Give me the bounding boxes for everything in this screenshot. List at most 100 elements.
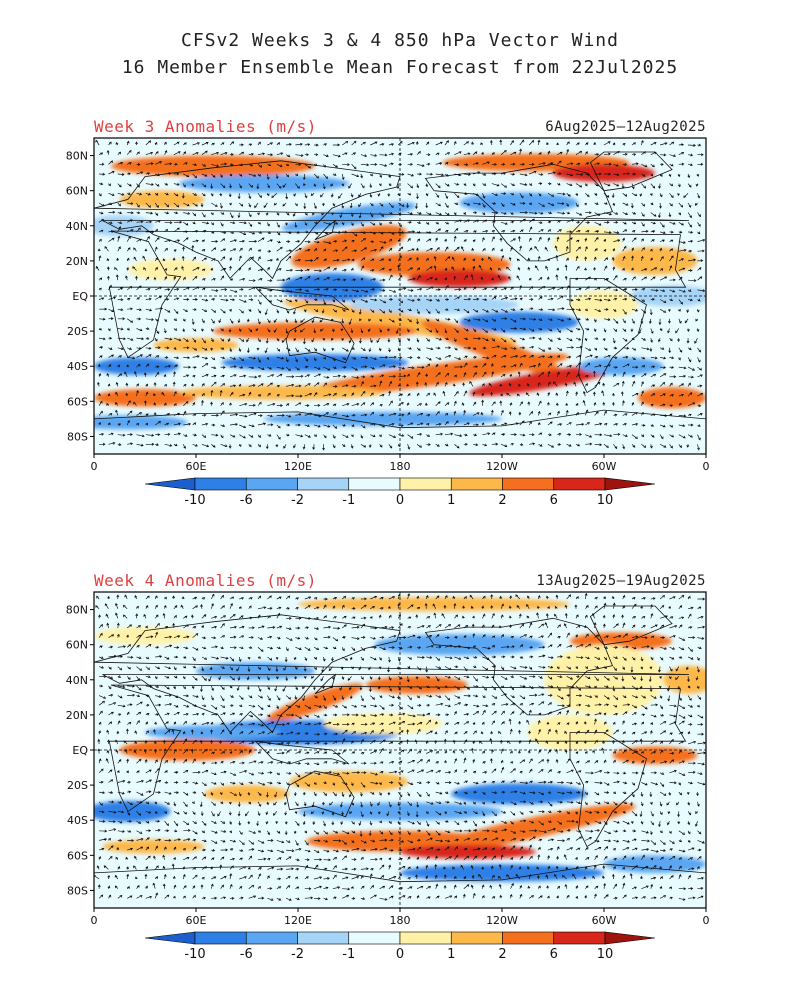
anomaly-region (629, 285, 706, 307)
anomaly-region (179, 385, 383, 400)
lat-tick-label: 40S (67, 360, 88, 373)
anomaly-region (459, 311, 579, 333)
colorbar-label: 2 (498, 947, 506, 962)
wind-vectors (95, 139, 706, 451)
panel-2-label: Week 4 Anomalies (m/s) (94, 571, 317, 590)
lat-tick-label: 20S (67, 325, 88, 338)
lon-tick-label: 60E (186, 460, 207, 473)
lat-tick-label: 60N (66, 185, 88, 198)
anomaly-region (578, 357, 664, 375)
lat-tick-label: EQ (72, 744, 88, 757)
anomaly-region (266, 683, 364, 722)
lon-tick-label: 0 (91, 914, 98, 927)
anomaly-region (374, 634, 545, 656)
anomaly-region (289, 771, 409, 793)
anomaly-region (469, 364, 620, 397)
colorbar: -10 -6 -2 -1 0 1 2 6 10 (144, 477, 656, 508)
lon-tick-label: 120E (284, 460, 312, 473)
anomaly-region (570, 290, 638, 319)
colorbar-label: -1 (342, 947, 355, 962)
lat-tick-label: 40N (66, 674, 88, 687)
anomaly-region (544, 644, 664, 715)
lon-tick-label: 0 (91, 460, 98, 473)
title-line-1: CFSv2 Weeks 3 & 4 850 hPa Vector Wind (181, 30, 619, 51)
anomaly-region (204, 785, 290, 803)
anomaly-field (94, 592, 706, 908)
lat-tick-label: 60N (66, 639, 88, 652)
anomaly-region (612, 746, 698, 765)
anomaly-region (459, 192, 579, 214)
lon-tick-label: 180 (390, 460, 411, 473)
anomaly-region (94, 627, 196, 645)
lat-tick-label: 20N (66, 255, 88, 268)
anomaly-region (291, 225, 407, 269)
lat-tick-label: 60S (67, 395, 88, 408)
anomaly-region (638, 387, 706, 409)
lon-tick-label: 60W (592, 914, 617, 927)
lon-tick-label: 120W (486, 460, 518, 473)
colorbar: -10 -6 -2 -1 0 1 2 6 10 (144, 931, 656, 962)
colorbar-label: -2 (291, 493, 304, 508)
anomaly-region (221, 353, 409, 372)
anomaly-region (451, 783, 587, 805)
anomaly-region (553, 164, 655, 182)
anomaly-region (94, 389, 196, 407)
panel-1-label: Week 3 Anomalies (m/s) (94, 117, 317, 136)
lon-tick-label: 120W (486, 914, 518, 927)
anomaly-region (128, 259, 213, 281)
colorbar-label: -10 (184, 947, 205, 962)
colorbar-label: -10 (184, 493, 205, 508)
colorbar-label: 6 (550, 493, 558, 508)
lat-tick-label: 20N (66, 709, 88, 722)
lat-tick-label: 20S (67, 779, 88, 792)
colorbar-label: 1 (447, 493, 455, 508)
anomaly-region (408, 269, 511, 288)
anomaly-region (179, 174, 349, 193)
lat-tick-label: 80S (67, 884, 88, 897)
colorbar-label: 6 (550, 947, 558, 962)
anomaly-region (196, 662, 315, 680)
anomaly-region (111, 155, 315, 177)
anomaly-region (94, 800, 171, 822)
lat-tick-label: 40S (67, 814, 88, 827)
colorbar-label: 10 (597, 947, 614, 962)
anomaly-region (604, 855, 706, 873)
anomaly-region (299, 353, 569, 397)
lon-tick-label: 0 (703, 460, 710, 473)
colorbar-label: -1 (342, 493, 355, 508)
anomaly-region (94, 357, 179, 375)
anomaly-region (349, 296, 519, 314)
lon-tick-label: 60W (592, 460, 617, 473)
lat-tick-label: 80N (66, 604, 88, 617)
lat-tick-label: 40N (66, 220, 88, 233)
lat-tick-label: 60S (67, 849, 88, 862)
anomaly-region (612, 246, 698, 275)
colorbar-label: 10 (597, 493, 614, 508)
panel-1-dates: 6Aug2025—12Aug2025 (545, 119, 706, 135)
colorbar-label: -6 (240, 493, 253, 508)
lon-tick-label: 120E (284, 914, 312, 927)
lat-tick-label: 80S (67, 430, 88, 443)
wind-vectors (94, 592, 706, 901)
anomaly-region (94, 415, 188, 430)
anomaly-field (94, 138, 706, 454)
lat-tick-label: 80N (66, 150, 88, 163)
anomaly-region (145, 725, 281, 740)
anomaly-region (663, 665, 706, 694)
lat-tick-label: EQ (72, 290, 88, 303)
anomaly-region (282, 202, 416, 232)
colorbar-label: -2 (291, 947, 304, 962)
lon-tick-label: 0 (703, 914, 710, 927)
lon-tick-label: 180 (390, 914, 411, 927)
title-line-2: 16 Member Ensemble Mean Forecast from 22… (121, 57, 679, 78)
colorbar-label: 0 (396, 493, 404, 508)
panel-2-dates: 13Aug2025—19Aug2025 (536, 573, 706, 589)
colorbar-label: -6 (240, 947, 253, 962)
colorbar-label: 1 (447, 947, 455, 962)
colorbar-label: 2 (498, 493, 506, 508)
lon-tick-label: 60E (186, 914, 207, 927)
colorbar-label: 0 (396, 947, 404, 962)
anomaly-region (400, 864, 604, 882)
